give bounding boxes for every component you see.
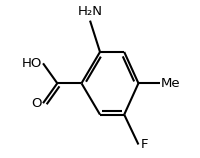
Text: O: O (31, 97, 42, 110)
Text: H₂N: H₂N (78, 5, 103, 18)
Text: F: F (141, 138, 148, 151)
Text: HO: HO (21, 57, 42, 70)
Text: Me: Me (161, 77, 181, 90)
